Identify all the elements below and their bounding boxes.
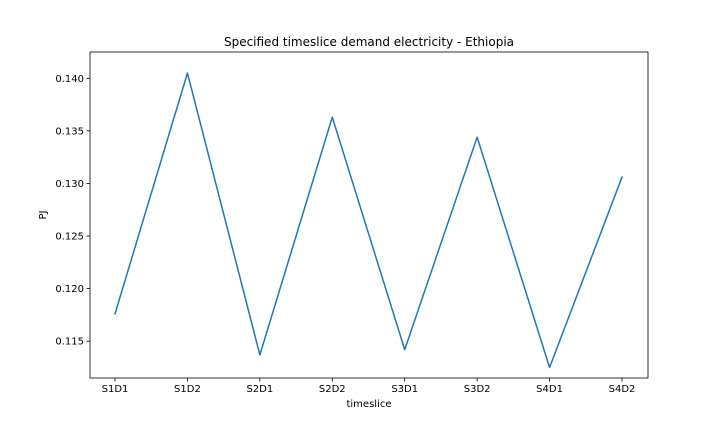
x-tick-label: S1D2: [174, 384, 201, 395]
y-tick-label: 0.115: [55, 337, 84, 348]
y-tick-label: 0.140: [55, 74, 84, 85]
chart-title: Specified timeslice demand electricity -…: [224, 35, 514, 49]
x-tick-label: S2D2: [319, 384, 346, 395]
y-axis-label: PJ: [38, 211, 49, 220]
x-tick-label: S4D2: [609, 384, 636, 395]
y-tick-label: 0.130: [55, 179, 84, 190]
x-tick-label: S3D1: [391, 384, 418, 395]
series-layer: [114, 72, 623, 369]
x-tick-label: S4D1: [536, 384, 563, 395]
x-tick-label: S3D2: [464, 384, 491, 395]
plot-area-frame: [89, 51, 649, 379]
y-tick-label: 0.120: [55, 284, 84, 295]
x-tick-label: S1D1: [102, 384, 129, 395]
x-tick-label: S2D1: [246, 384, 273, 395]
y-tick-label: 0.125: [55, 232, 84, 243]
x-axis-label: timeslice: [346, 399, 391, 410]
x-axis: S1D1 S1D2 S2D1 S2D2 S3D1 S3D2 S4D1 S4D2: [102, 378, 636, 395]
y-axis: 0.115 0.120 0.125 0.130 0.135 0.140: [55, 74, 90, 348]
y-tick-label: 0.135: [55, 126, 84, 137]
series-line-0: [114, 72, 623, 369]
